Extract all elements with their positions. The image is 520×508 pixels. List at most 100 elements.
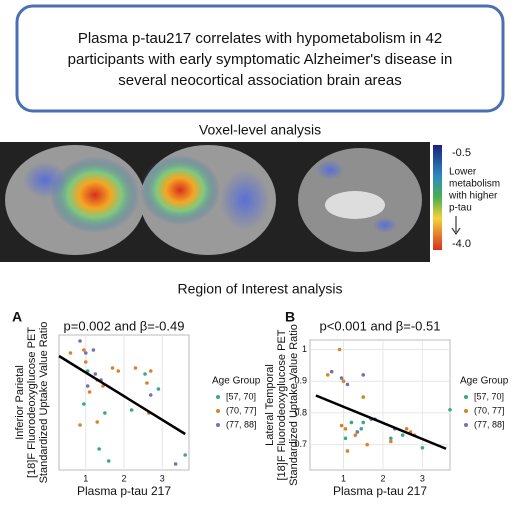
legend-swatch: [216, 395, 220, 399]
data-point: [389, 439, 393, 444]
x-tick-label: 3: [420, 473, 425, 483]
data-point: [361, 373, 366, 377]
data-point: [345, 449, 350, 453]
data-point: [404, 426, 409, 431]
y-axis-label: [18]F Fluorodeoxyglucose PET: [276, 329, 288, 480]
colorbar: [433, 145, 442, 250]
data-point: [389, 436, 393, 441]
data-point: [337, 347, 342, 352]
colorbar-caption: metabolism: [449, 179, 500, 190]
data-point: [339, 376, 344, 380]
data-point: [148, 369, 153, 373]
legend-label: (77, 88]: [474, 419, 505, 429]
data-point: [93, 372, 98, 376]
y-tick-label: 0.7: [294, 439, 307, 449]
y-axis-label: Inferior Parietal: [14, 365, 26, 440]
data-point: [83, 351, 88, 355]
x-axis-label: Plasma p-tau 217: [77, 484, 171, 498]
data-point: [345, 382, 350, 387]
data-point: [359, 426, 364, 431]
colorbar-caption: Lower: [449, 167, 477, 178]
data-point: [143, 372, 147, 376]
data-point: [82, 402, 86, 406]
heat-blob: [316, 160, 344, 180]
legend-title: Age Group: [460, 376, 509, 387]
data-point: [129, 408, 134, 412]
brain-medial: [325, 191, 385, 219]
x-tick-label: 2: [380, 473, 385, 483]
heat-blob: [140, 155, 220, 225]
data-point: [106, 459, 111, 463]
data-point: [110, 366, 115, 370]
header-line: Plasma p-tau217 correlates with hypometa…: [78, 30, 442, 47]
data-point: [355, 430, 360, 434]
data-point: [183, 453, 187, 457]
x-tick-label: 1: [341, 473, 346, 483]
y-axis-label: Standardized Uptake Value Ratio: [38, 322, 50, 484]
panel-label: A: [12, 309, 22, 325]
y-tick-label: 0.8: [294, 407, 307, 417]
legend-label: (70, 77]: [226, 405, 257, 415]
data-point: [87, 390, 92, 394]
y-axis-label: Standardized Uptake Value Ratio: [288, 324, 300, 486]
legend-swatch: [216, 409, 220, 413]
data-point: [361, 395, 366, 399]
data-point: [329, 369, 334, 374]
data-point: [343, 436, 348, 441]
data-point: [97, 447, 101, 451]
data-point: [400, 433, 405, 437]
legend-title: Age Group: [212, 376, 261, 387]
fit-line: [58, 354, 186, 436]
section-title: Region of Interest analysis: [178, 281, 343, 297]
heat-blob: [50, 157, 140, 233]
plot-area: [309, 339, 451, 471]
data-point: [365, 442, 369, 447]
heat-blob: [220, 170, 270, 230]
data-point: [116, 369, 121, 373]
data-point: [353, 433, 358, 437]
data-point: [343, 426, 348, 431]
data-point: [82, 348, 86, 352]
brain-images: [0, 142, 430, 262]
chart-title: p=0.002 and β=-0.49: [64, 318, 185, 333]
y-axis-label: Lateral Temporal: [264, 364, 276, 446]
x-tick-label: 3: [160, 473, 165, 483]
data-point: [78, 423, 82, 427]
data-point: [325, 373, 330, 377]
legend-swatch: [464, 409, 468, 413]
colorbar-caption: with higher: [448, 191, 498, 202]
colorbar-label: -0.5: [452, 147, 471, 159]
colorbar-caption: p-tau: [449, 203, 472, 214]
data-point: [148, 393, 153, 397]
data-point: [78, 339, 82, 343]
data-point: [133, 366, 138, 370]
data-point: [156, 387, 161, 391]
data-point: [448, 407, 452, 412]
panel-label: B: [285, 309, 295, 325]
data-point: [145, 381, 149, 385]
data-point: [83, 360, 88, 364]
header-box: [15, 4, 505, 113]
legend-label: (77, 88]: [226, 419, 257, 429]
section-title: Voxel-level analysis: [199, 122, 321, 138]
header-line: participants with early symptomatic Alzh…: [68, 51, 453, 68]
x-tick-label: 2: [121, 473, 126, 483]
header-line: several neocortical association brain ar…: [118, 72, 401, 89]
legend-label: [57, 70]: [474, 391, 504, 401]
data-point: [103, 411, 107, 415]
chart-title: p<0.001 and β=-0.51: [320, 318, 441, 333]
x-axis-label: Plasma p-tau 217: [333, 484, 427, 498]
data-point: [361, 420, 366, 425]
data-point: [85, 384, 90, 388]
y-tick-label: 0.9: [294, 376, 307, 386]
data-point: [95, 420, 100, 424]
x-tick-label: 1: [83, 473, 88, 483]
data-point: [68, 351, 73, 355]
heat-blob: [373, 217, 397, 233]
data-point: [339, 423, 344, 428]
heat-blob: [23, 162, 67, 198]
data-point: [349, 420, 354, 425]
data-point: [420, 446, 425, 450]
